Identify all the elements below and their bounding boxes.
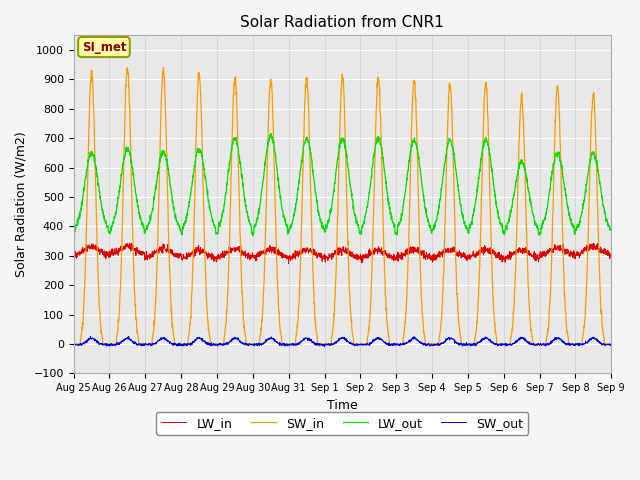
SW_out	[70, 342, 77, 348]
SW_in	[70, 341, 77, 347]
SW_out	[607, 343, 615, 348]
SW_out	[575, 341, 583, 347]
LW_out	[499, 229, 507, 235]
SW_in	[160, 65, 168, 71]
LW_out	[370, 151, 378, 157]
Line: LW_in: LW_in	[74, 243, 611, 264]
LW_in	[607, 251, 615, 256]
SW_out	[499, 342, 507, 348]
SW_out	[321, 344, 328, 349]
LW_in	[220, 253, 228, 259]
LW_out	[70, 231, 77, 237]
Line: SW_in: SW_in	[74, 68, 611, 344]
LW_out	[220, 209, 227, 215]
LW_in	[499, 257, 507, 263]
SW_out	[220, 342, 228, 348]
LW_in	[285, 261, 292, 266]
LW_in	[575, 250, 583, 256]
LW_in	[370, 248, 378, 254]
SW_out	[125, 334, 132, 339]
SW_out	[560, 339, 568, 345]
SW_in	[370, 206, 378, 212]
LW_in	[70, 251, 77, 256]
SW_in	[220, 341, 228, 347]
LW_out	[560, 181, 568, 187]
X-axis label: Time: Time	[327, 398, 358, 412]
LW_out	[607, 227, 615, 233]
Y-axis label: Solar Radiation (W/m2): Solar Radiation (W/m2)	[15, 132, 28, 277]
Legend: LW_in, SW_in, LW_out, SW_out: LW_in, SW_in, LW_out, SW_out	[156, 412, 529, 435]
LW_in	[125, 240, 133, 246]
Title: Solar Radiation from CNR1: Solar Radiation from CNR1	[241, 15, 444, 30]
SW_in	[499, 341, 506, 347]
SW_in	[607, 341, 615, 347]
Line: SW_out: SW_out	[74, 336, 611, 347]
LW_out	[358, 222, 366, 228]
Text: SI_met: SI_met	[82, 40, 126, 54]
LW_out	[575, 221, 583, 227]
LW_in	[560, 246, 568, 252]
LW_in	[358, 252, 366, 258]
LW_out	[249, 233, 257, 239]
LW_out	[268, 131, 275, 136]
SW_out	[358, 342, 366, 348]
SW_in	[575, 341, 582, 347]
SW_out	[370, 338, 378, 344]
Line: LW_out: LW_out	[74, 133, 611, 236]
SW_in	[358, 341, 366, 347]
SW_in	[560, 271, 568, 276]
